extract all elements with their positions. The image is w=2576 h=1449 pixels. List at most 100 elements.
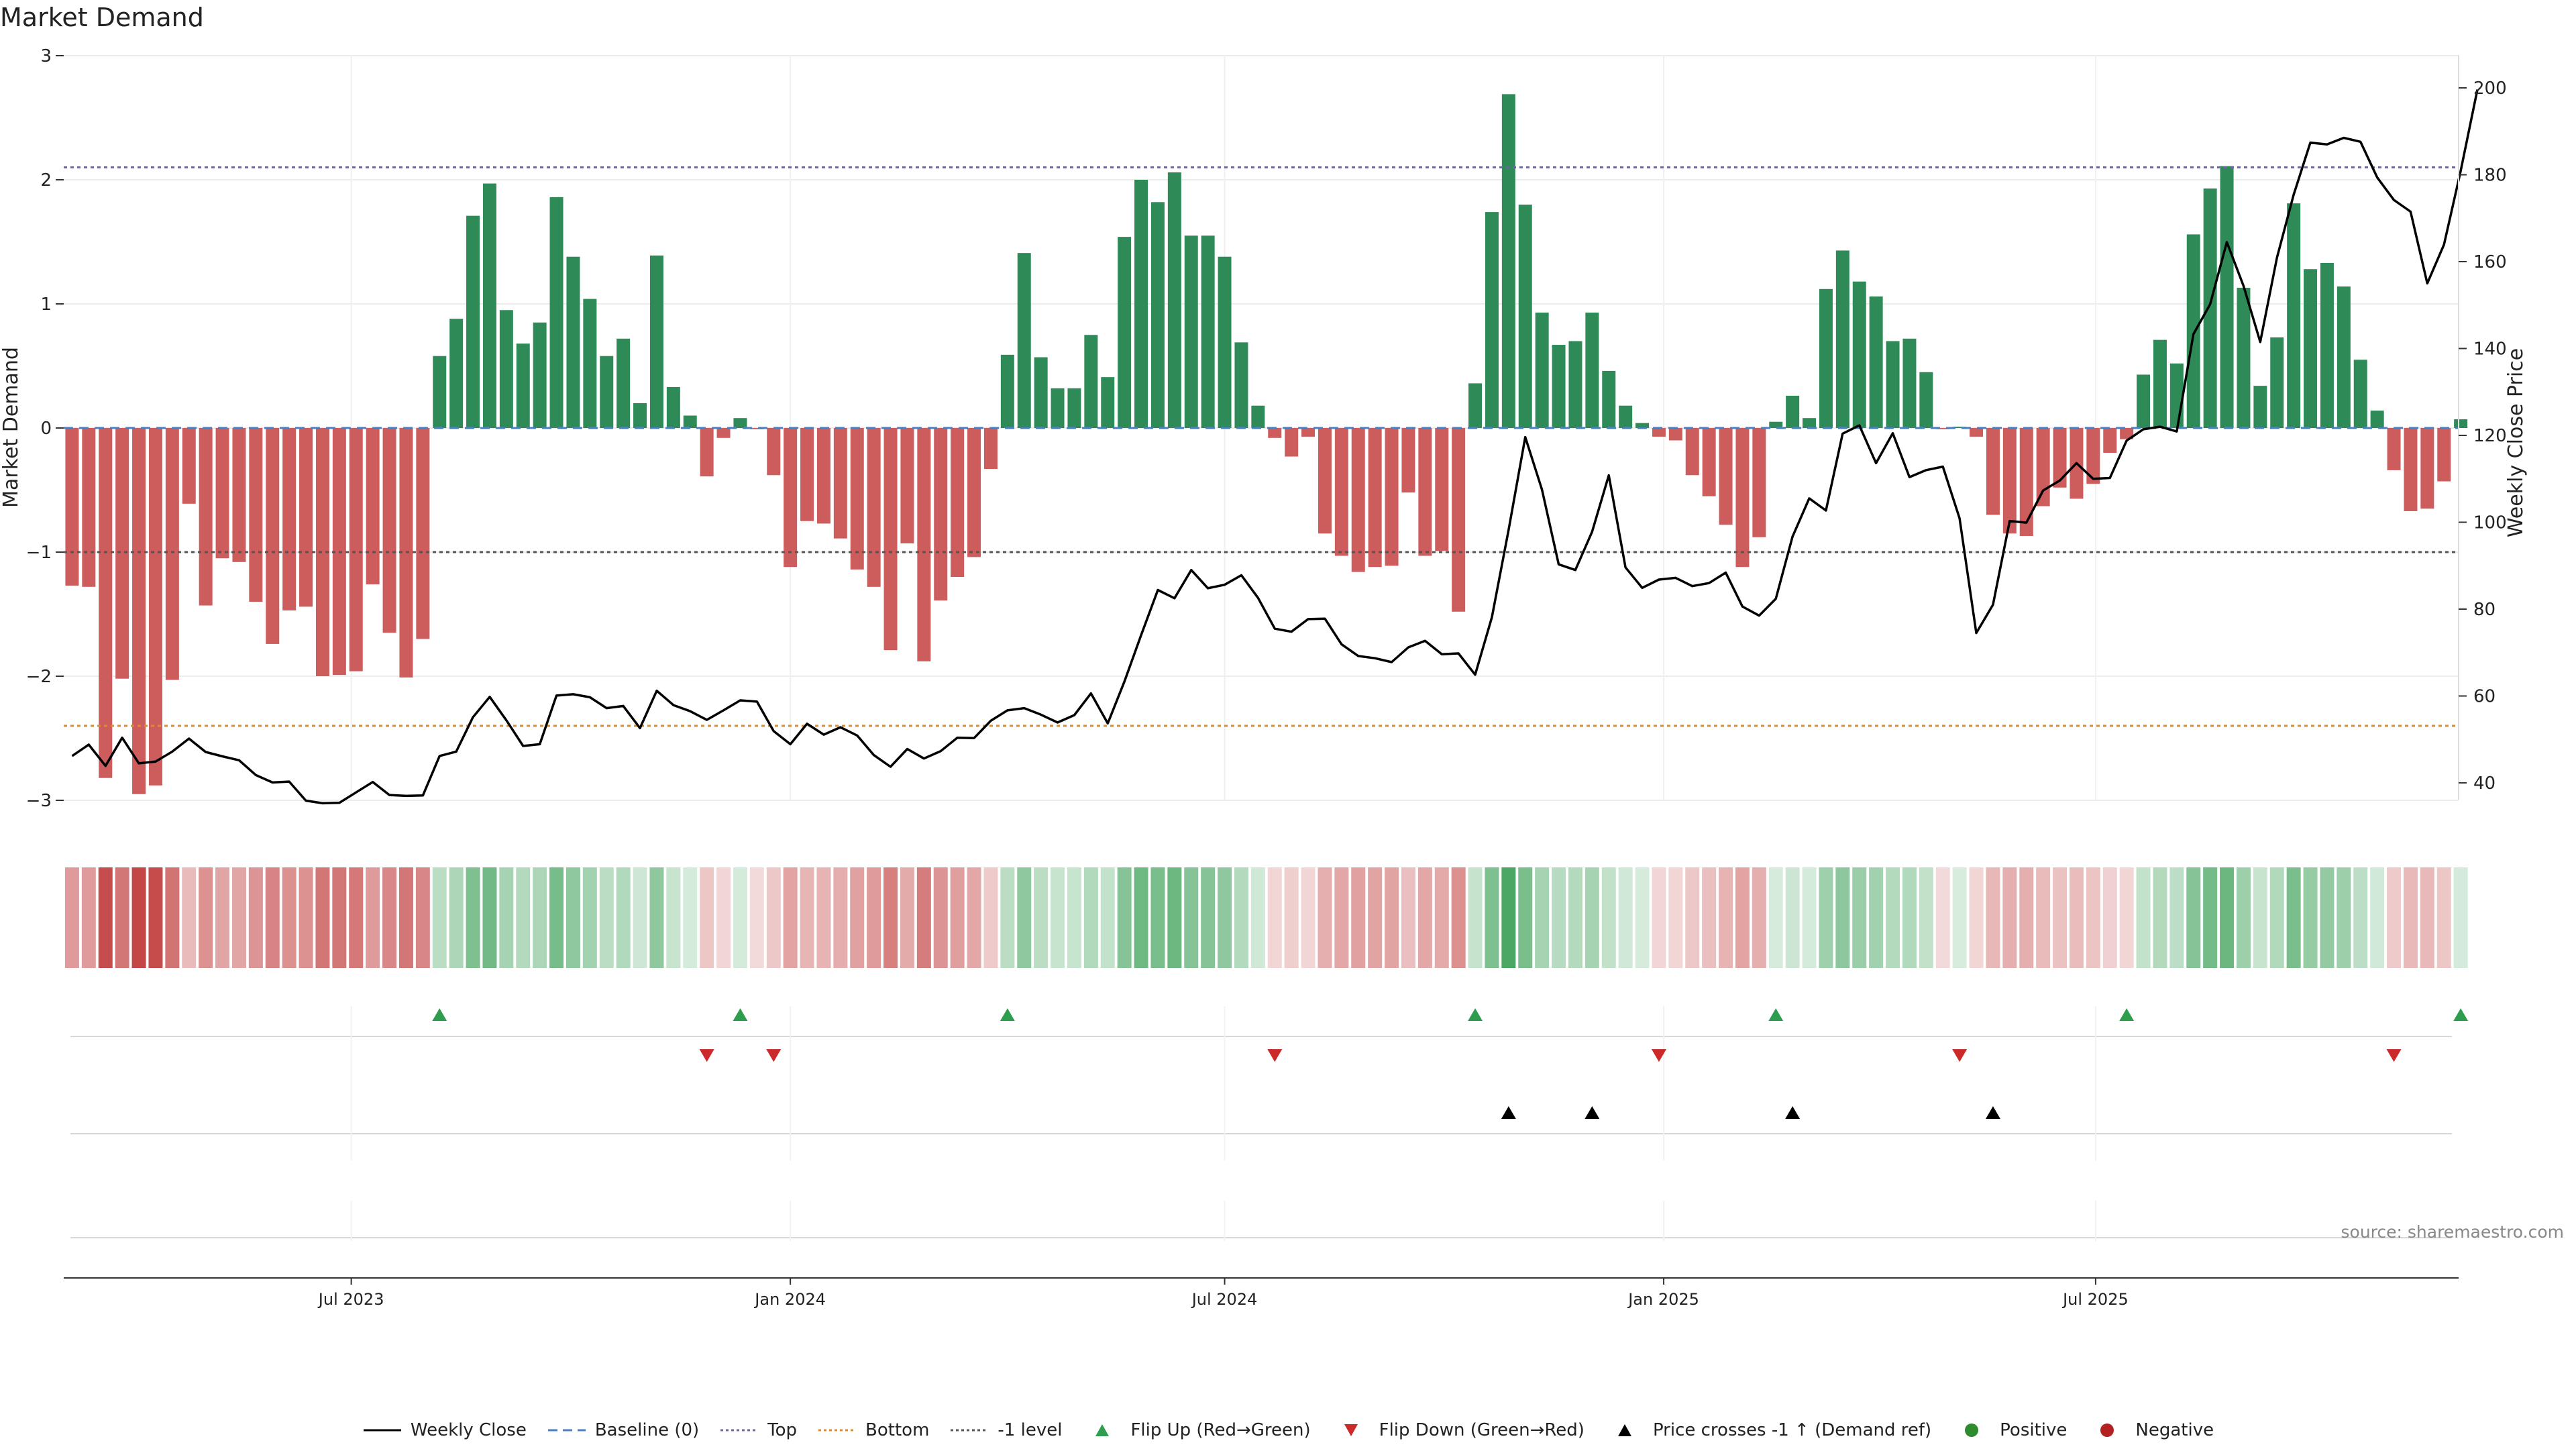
heat-cell — [248, 867, 263, 968]
demand-bar — [1034, 357, 1048, 428]
heat-cell — [1417, 867, 1432, 968]
heat-cell — [816, 867, 831, 968]
flip-down-marker — [1651, 1049, 1666, 1062]
demand-bar — [2137, 374, 2151, 428]
heat-cell — [1618, 867, 1633, 968]
source-note: source: sharemaestro.com — [2341, 1222, 2565, 1242]
heat-cell — [1051, 867, 1065, 968]
demand-bar — [1886, 341, 1900, 428]
heat-cell — [616, 867, 631, 968]
demand-bar — [1652, 428, 1666, 437]
heat-cell — [2053, 867, 2068, 968]
demand-bar — [1668, 428, 1682, 441]
heat-cell — [549, 867, 564, 968]
demand-bar — [1251, 405, 1265, 428]
demand-bar — [633, 403, 647, 428]
heat-cell — [1184, 867, 1199, 968]
y-left-tick-label: −2 — [26, 667, 52, 687]
flip-up-marker — [1000, 1008, 1015, 1021]
heat-cell — [766, 867, 781, 968]
heat-cell — [2420, 867, 2434, 968]
heat-cell — [1852, 867, 1867, 968]
legend-label: Negative — [2135, 1420, 2214, 1440]
heat-cell — [2337, 867, 2351, 968]
demand-bar — [1051, 388, 1065, 428]
legend-symbol — [1965, 1424, 1979, 1437]
chart-title: Market Demand — [0, 3, 204, 32]
heat-cell — [148, 867, 163, 968]
heat-cell — [2269, 867, 2284, 968]
heat-cell — [282, 867, 297, 968]
legend-label: Bottom — [865, 1420, 930, 1440]
heat-cell — [1819, 867, 1833, 968]
demand-bar — [115, 428, 129, 679]
heat-cell — [1702, 867, 1717, 968]
legend-item: Bottom — [817, 1420, 929, 1440]
x-tick-label: Jul 2024 — [1191, 1290, 1258, 1309]
heat-cell — [566, 867, 580, 968]
heat-cell — [2002, 867, 2017, 968]
heat-cell — [398, 867, 413, 968]
heat-cell — [582, 867, 597, 968]
heat-cell — [231, 867, 246, 968]
heat-cell — [850, 867, 865, 968]
demand-bar — [951, 428, 965, 577]
x-tick-label: Jul 2025 — [2061, 1290, 2129, 1309]
heat-cell — [449, 867, 464, 968]
heat-cell — [1201, 867, 1216, 968]
heat-cell — [1284, 867, 1299, 968]
heat-cell — [466, 867, 480, 968]
demand-bar — [165, 428, 179, 680]
demand-bar — [1635, 423, 1650, 428]
heat-cell — [1585, 867, 1599, 968]
heat-cell — [1234, 867, 1248, 968]
heat-cell — [1635, 867, 1650, 968]
heat-cell — [1385, 867, 1399, 968]
y-left-tick-label: 2 — [40, 170, 52, 191]
heat-cell — [1351, 867, 1366, 968]
heat-cell — [2387, 867, 2402, 968]
heat-cell — [783, 867, 798, 968]
heat-cell — [800, 867, 814, 968]
heat-cell — [1752, 867, 1766, 968]
demand-bar — [1201, 235, 1215, 428]
demand-bar — [1535, 312, 1549, 428]
demand-bar — [315, 428, 329, 676]
heat-cell — [482, 867, 497, 968]
flip-down-marker — [2386, 1049, 2402, 1062]
heat-cell — [2436, 867, 2451, 968]
demand-bar — [816, 428, 830, 524]
demand-bar — [767, 428, 781, 476]
demand-bar — [1167, 172, 1181, 428]
demand-bar — [2053, 428, 2067, 488]
heat-cell — [2453, 867, 2468, 968]
demand-bar — [1602, 370, 1616, 428]
demand-bar — [1485, 212, 1499, 428]
heat-cell — [1969, 867, 1984, 968]
demand-bar — [1518, 205, 1532, 428]
heat-cell — [1685, 867, 1700, 968]
demand-bar — [2036, 428, 2050, 506]
heat-cell — [1451, 867, 1466, 968]
heat-cell — [1318, 867, 1332, 968]
demand-bar — [449, 319, 464, 428]
demand-bar — [266, 428, 280, 644]
flip-down-marker — [766, 1049, 782, 1062]
legend-label: Positive — [2000, 1420, 2068, 1440]
demand-bar — [1835, 250, 1849, 428]
heat-cell — [2136, 867, 2151, 968]
demand-bar — [1501, 94, 1515, 428]
demand-bar — [2002, 428, 2017, 534]
demand-bar — [1150, 202, 1165, 428]
demand-bar — [666, 386, 680, 428]
heat-cell — [1100, 867, 1115, 968]
demand-bar — [1970, 428, 1984, 437]
heat-cell — [700, 867, 714, 968]
heat-cell — [1919, 867, 1933, 968]
demand-bar — [2404, 428, 2418, 511]
demand-bar — [583, 299, 597, 428]
demand-bar — [1702, 428, 1716, 496]
heat-cell — [2086, 867, 2100, 968]
heat-cell — [1869, 867, 1884, 968]
demand-bar — [867, 428, 881, 587]
